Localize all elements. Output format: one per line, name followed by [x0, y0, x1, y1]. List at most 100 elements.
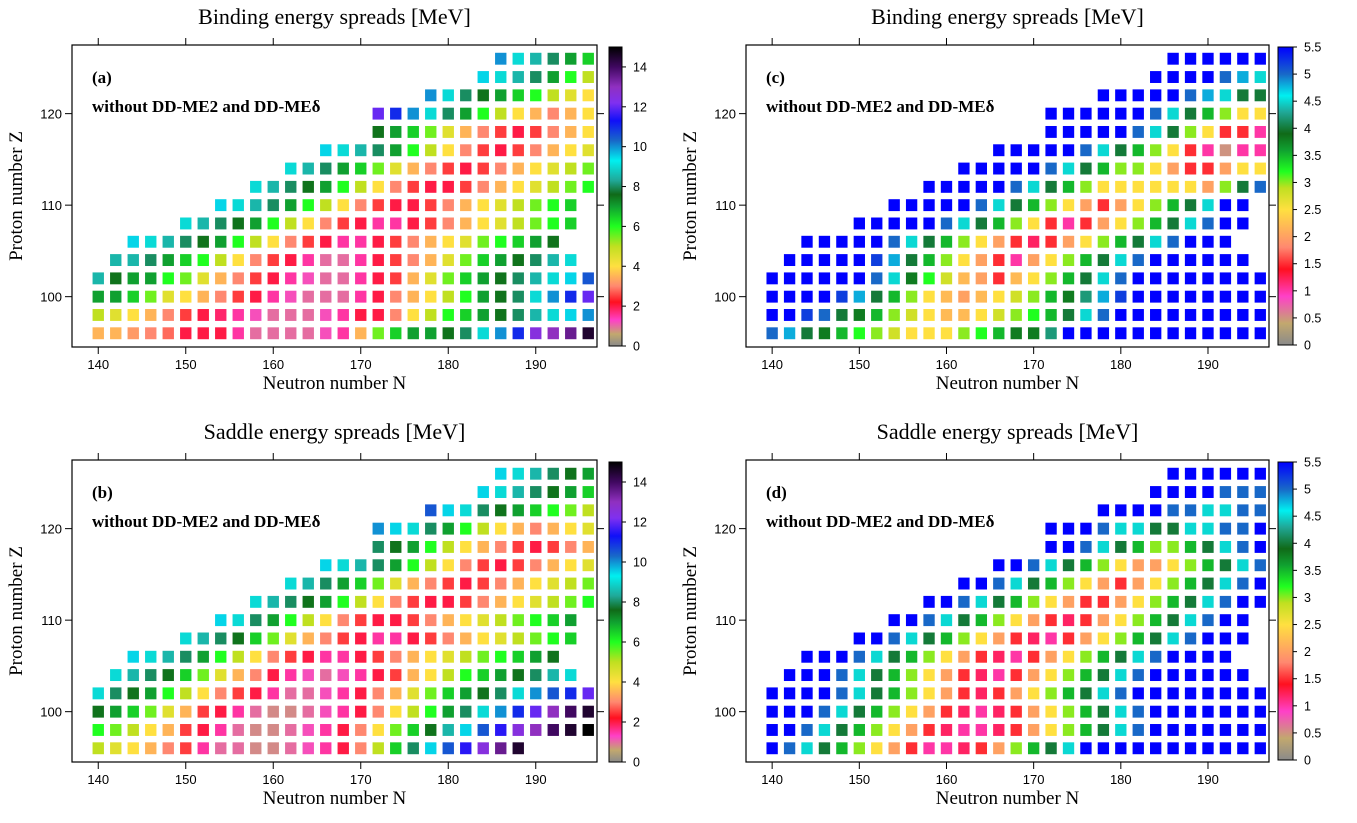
heatmap-cell	[180, 290, 192, 303]
heatmap-cell	[1150, 559, 1162, 572]
heatmap-cell	[1080, 309, 1092, 321]
heatmap-cell	[923, 614, 935, 627]
heatmap-cell	[853, 309, 865, 321]
colorbar-tick-label: 4.5	[1304, 95, 1321, 109]
heatmap-cell	[267, 650, 279, 663]
heatmap-cell	[1115, 614, 1127, 627]
heatmap-cell	[372, 742, 384, 755]
heatmap-cell	[1062, 614, 1075, 627]
heatmap-cell	[818, 309, 831, 321]
heatmap-cell	[372, 254, 384, 267]
heatmap-cell	[1202, 595, 1214, 608]
heatmap-cell	[1010, 577, 1022, 590]
heatmap-cell	[162, 254, 174, 267]
heatmap-cell	[871, 309, 883, 321]
heatmap-cell	[1219, 724, 1232, 736]
heatmap-cell	[993, 559, 1005, 572]
heatmap-cell	[250, 235, 262, 248]
heatmap-cell	[1097, 614, 1110, 627]
heatmap-cell	[460, 522, 472, 535]
heatmap-cell	[1254, 522, 1266, 535]
heatmap-cell	[442, 309, 454, 321]
heatmap-cell	[407, 162, 419, 175]
panel-label: (c)	[766, 68, 785, 87]
heatmap-cell	[232, 669, 244, 682]
heatmap-cell	[1202, 705, 1214, 718]
x-tick-label: 140	[761, 772, 783, 787]
heatmap-cell	[1254, 540, 1266, 553]
heatmap-cell	[460, 144, 472, 157]
heatmap-cell	[215, 290, 227, 303]
heatmap-cell	[1237, 467, 1249, 480]
heatmap-cell	[1097, 577, 1110, 590]
heatmap-cell	[993, 669, 1005, 682]
y-tick-label: 120	[714, 107, 736, 122]
heatmap-cell	[1254, 309, 1266, 321]
heatmap-cell	[1254, 467, 1266, 480]
heatmap-cell	[232, 705, 244, 718]
heatmap-cell	[1132, 107, 1144, 120]
heatmap-cell	[1097, 217, 1110, 230]
heatmap-cell	[1097, 327, 1110, 340]
heatmap-cell	[1167, 199, 1179, 212]
heatmap-cell	[836, 290, 848, 303]
heatmap-cell	[320, 595, 332, 608]
heatmap-cell	[1184, 89, 1197, 102]
heatmap-cell	[162, 687, 174, 700]
heatmap-cell	[1115, 522, 1127, 535]
heatmap-cell	[836, 235, 848, 248]
heatmap-cell	[495, 254, 507, 267]
heatmap-cell	[958, 272, 970, 285]
heatmap-cell	[442, 614, 454, 627]
heatmap-cell	[337, 632, 349, 645]
heatmap-cell	[390, 614, 402, 627]
heatmap-cell	[127, 742, 139, 755]
heatmap-cell	[162, 724, 174, 736]
heatmap-cell	[905, 290, 918, 303]
heatmap-cell	[442, 327, 454, 340]
heatmap-cell	[530, 650, 542, 663]
heatmap-cell	[460, 614, 472, 627]
heatmap-cell	[1167, 144, 1179, 157]
heatmap-cell	[1010, 742, 1022, 755]
heatmap-cell	[565, 577, 577, 590]
colorbar-tick-label: 4	[633, 260, 640, 274]
heatmap-cell	[1045, 235, 1057, 248]
heatmap-cell	[512, 467, 524, 480]
heatmap-cell	[1115, 180, 1127, 193]
heatmap-cell	[390, 309, 402, 321]
heatmap-cell	[372, 309, 384, 321]
heatmap-cell	[355, 595, 367, 608]
heatmap-cell	[783, 687, 796, 700]
heatmap-cell	[460, 705, 472, 718]
heatmap-cell	[250, 742, 262, 755]
heatmap-cell	[425, 742, 437, 755]
heatmap-cell	[993, 272, 1005, 285]
heatmap-cell	[958, 742, 970, 755]
heatmap-cell	[390, 217, 402, 230]
heatmap-cell	[1045, 559, 1057, 572]
heatmap-cell	[337, 309, 349, 321]
heatmap-cells	[766, 467, 1266, 755]
heatmap-cell	[425, 290, 437, 303]
heatmap-cell	[1167, 650, 1179, 663]
heatmap-cell	[940, 235, 953, 248]
heatmap-cell	[250, 327, 262, 340]
heatmap-cell	[801, 687, 813, 700]
heatmap-cell	[127, 650, 139, 663]
heatmap-cell	[530, 577, 542, 590]
heatmap-cell	[547, 254, 559, 267]
heatmap-cell	[1080, 742, 1092, 755]
heatmap-cell	[355, 272, 367, 285]
heatmap-cell	[425, 705, 437, 718]
heatmap-cell	[337, 290, 349, 303]
heatmap-cell	[565, 290, 577, 303]
colorbar-tick-label: 1	[1304, 699, 1311, 713]
heatmap-cell	[197, 742, 209, 755]
heatmap-cell	[1027, 669, 1040, 682]
heatmap-cell	[1010, 632, 1022, 645]
heatmap-cell	[337, 577, 349, 590]
heatmap-cell	[801, 742, 813, 755]
heatmap-cell	[337, 742, 349, 755]
heatmap-cell	[1132, 540, 1144, 553]
